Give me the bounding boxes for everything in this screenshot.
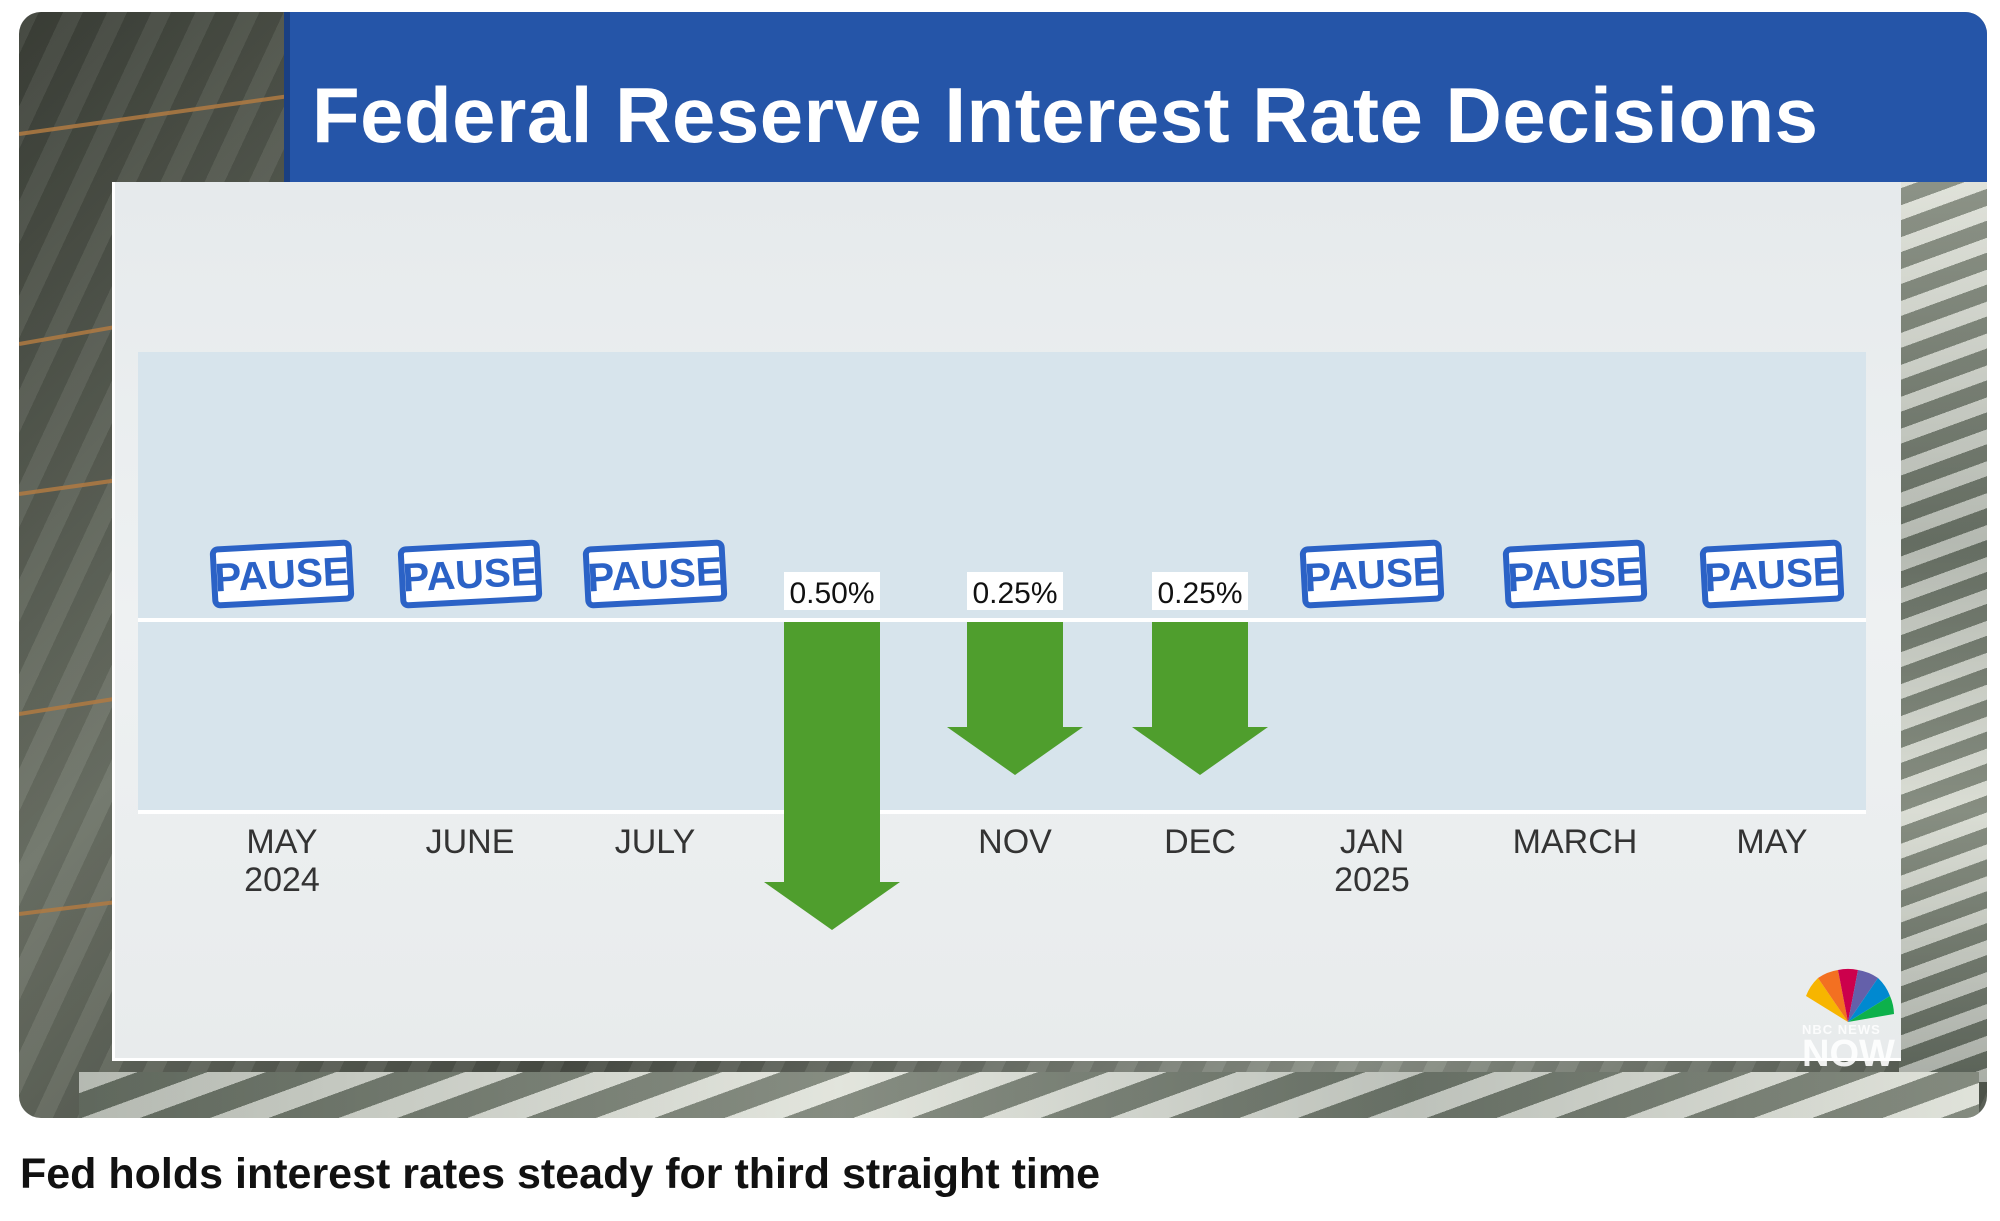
- month-label: NOV: [978, 823, 1052, 861]
- pause-label: PAUSE: [402, 550, 539, 601]
- month-label: MAY: [246, 823, 317, 861]
- rate-cut-arrow: [947, 622, 1083, 775]
- month-label: MAY: [1736, 823, 1807, 861]
- nbc-peacock-icon: [1806, 968, 1894, 1022]
- pause-label: PAUSE: [587, 550, 724, 601]
- cut-label-box: [1152, 572, 1248, 610]
- nbc-news-now-logo: NBC NEWS NOW: [1802, 1022, 1895, 1076]
- cut-value-label: 0.25%: [972, 577, 1057, 610]
- pause-stamp: PAUSE: [1502, 539, 1648, 609]
- title-accent-stripe: [284, 12, 290, 182]
- pause-label: PAUSE: [1304, 550, 1441, 601]
- logo-brand: NOW: [1802, 1033, 1895, 1075]
- logo-network: NBC NEWS: [1802, 1022, 1881, 1037]
- background-banknotes: [1899, 182, 1987, 1082]
- pause-label: PAUSE: [1507, 550, 1644, 601]
- cut-value-label: 0.25%: [1157, 577, 1242, 610]
- pause-stamp: PAUSE: [1699, 539, 1845, 609]
- year-label: 2024: [244, 861, 320, 899]
- month-label: DEC: [1164, 823, 1236, 861]
- month-label: MARCH: [1513, 823, 1638, 861]
- pause-stamp: PAUSE: [582, 539, 728, 609]
- pause-stamp: PAUSE: [209, 539, 355, 609]
- cut-label-box: [967, 572, 1063, 610]
- title-bar: [290, 12, 1987, 182]
- year-label: 2025: [1334, 861, 1410, 899]
- cut-label-box: [784, 572, 880, 610]
- pause-stamp: PAUSE: [397, 539, 543, 609]
- month-label: JULY: [615, 823, 696, 861]
- chart-title: Federal Reserve Interest Rate Decisions: [312, 71, 1819, 159]
- background-banknotes: [79, 1072, 1979, 1118]
- rate-cut-arrow: [764, 622, 900, 930]
- video-caption-title[interactable]: Fed holds interest rates steady for thir…: [20, 1150, 1100, 1198]
- month-label: JAN: [1340, 823, 1404, 861]
- pause-label: PAUSE: [214, 550, 351, 601]
- rate-cut-arrow: [1132, 622, 1268, 775]
- month-label: JUNE: [426, 823, 515, 861]
- cut-value-label: 0.50%: [789, 577, 874, 610]
- pause-label: PAUSE: [1704, 550, 1841, 601]
- pause-stamp: PAUSE: [1299, 539, 1445, 609]
